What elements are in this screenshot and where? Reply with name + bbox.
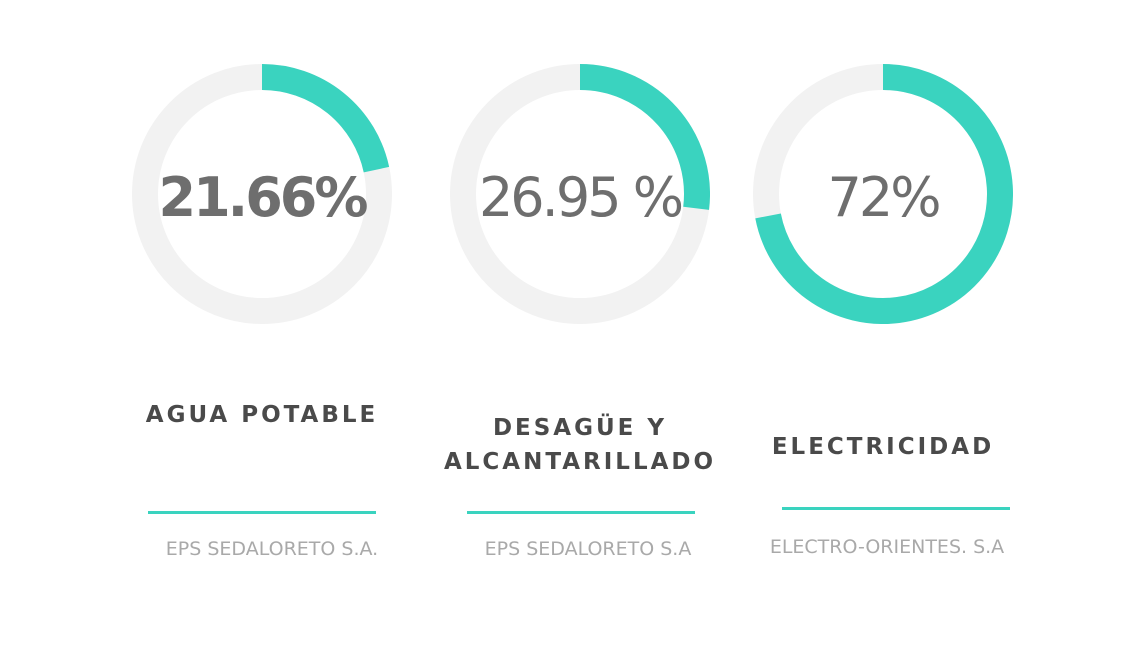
donut-chart xyxy=(753,64,1013,324)
donut-progress-arc xyxy=(261,64,390,173)
percentage-value: 72% xyxy=(827,165,941,229)
donut-chart xyxy=(132,64,392,324)
donut-gauge: 26.95 % xyxy=(450,64,710,324)
divider-line xyxy=(148,511,376,514)
divider-line xyxy=(467,511,695,514)
donut-progress-arc xyxy=(755,64,1013,324)
stat-card-desague: 26.95 % DESAGÜE Y ALCANTARILLADO EPS SED… xyxy=(430,0,730,649)
service-title: DESAGÜE Y ALCANTARILLADO xyxy=(443,415,717,475)
service-title: ELECTRICIDAD xyxy=(771,434,995,460)
donut-gauge: 21.66% xyxy=(132,64,392,324)
donut-gauge: 72% xyxy=(753,64,1013,324)
percentage-value: 26.95 % xyxy=(478,165,684,229)
percentage-value: 21.66% xyxy=(158,165,369,229)
stat-card-agua: 21.66% AGUA POTABLE EPS SEDALORETO S.A. xyxy=(112,0,412,649)
provider-name: EPS SEDALORETO S.A xyxy=(484,538,692,560)
stat-card-electricidad: 72% ELECTRICIDAD ELECTRO-ORIENTES. S.A xyxy=(733,0,1033,649)
provider-name: EPS SEDALORETO S.A. xyxy=(165,538,379,560)
divider-line xyxy=(782,507,1010,510)
donut-chart xyxy=(450,64,710,324)
donut-progress-arc xyxy=(579,64,710,210)
provider-name: ELECTRO-ORIENTES. S.A xyxy=(769,536,1005,558)
service-title: AGUA POTABLE xyxy=(145,402,379,428)
